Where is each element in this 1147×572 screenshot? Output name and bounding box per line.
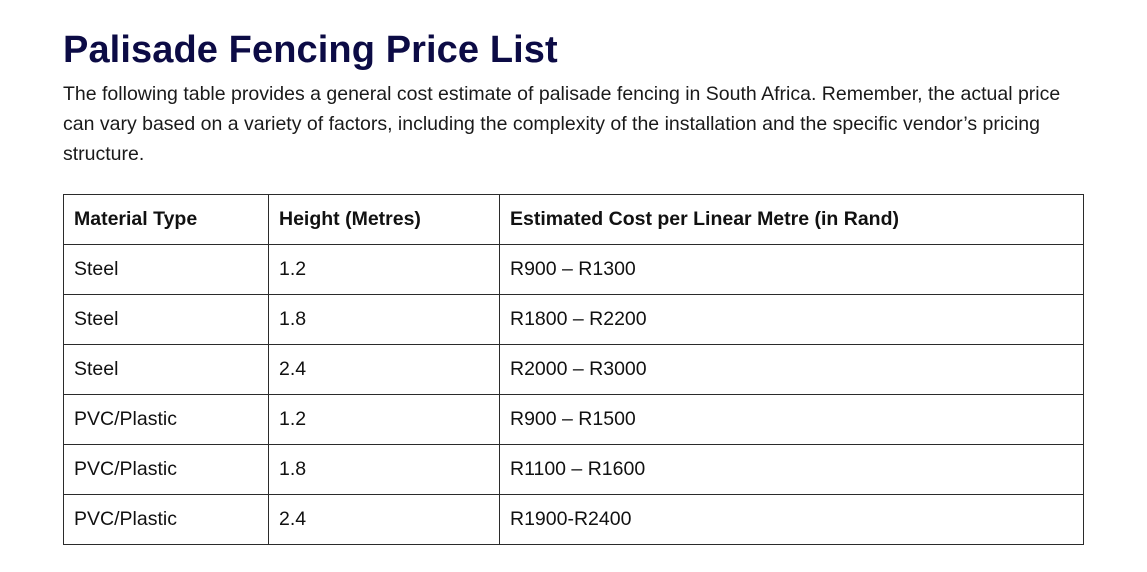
table-row: Steel 2.4 R2000 – R3000 [63,344,1084,395]
cell-material: PVC/Plastic [63,394,269,445]
table-row: PVC/Plastic 1.2 R900 – R1500 [63,394,1084,445]
table-header-row: Material Type Height (Metres) Estimated … [63,194,1084,245]
intro-paragraph: The following table provides a general c… [63,83,1061,165]
cell-height: 1.8 [268,444,500,495]
price-table: Material Type Height (Metres) Estimated … [63,194,1084,545]
header-material-type: Material Type [63,194,269,245]
cell-cost: R900 – R1500 [499,394,1084,445]
cell-material: Steel [63,294,269,345]
cell-height: 1.2 [268,394,500,445]
table-row: Steel 1.2 R900 – R1300 [63,244,1084,295]
table-row: PVC/Plastic 2.4 R1900-R2400 [63,494,1084,545]
cell-cost: R1900-R2400 [499,494,1084,545]
cell-material: PVC/Plastic [63,494,269,545]
cell-height: 2.4 [268,494,500,545]
cell-height: 1.8 [268,294,500,345]
cell-height: 2.4 [268,344,500,395]
cell-cost: R1800 – R2200 [499,294,1084,345]
table-row: PVC/Plastic 1.8 R1100 – R1600 [63,444,1084,495]
cell-height: 1.2 [268,244,500,295]
cell-cost: R2000 – R3000 [499,344,1084,395]
cell-cost: R900 – R1300 [499,244,1084,295]
article-content: Palisade Fencing Price List The followin… [63,26,1084,545]
cell-material: Steel [63,244,269,295]
cell-cost: R1100 – R1600 [499,444,1084,495]
page-title: Palisade Fencing Price List [63,29,558,71]
header-estimated-cost: Estimated Cost per Linear Metre (in Rand… [499,194,1084,245]
header-height: Height (Metres) [268,194,500,245]
cell-material: Steel [63,344,269,395]
table-row: Steel 1.8 R1800 – R2200 [63,294,1084,345]
cell-material: PVC/Plastic [63,444,269,495]
